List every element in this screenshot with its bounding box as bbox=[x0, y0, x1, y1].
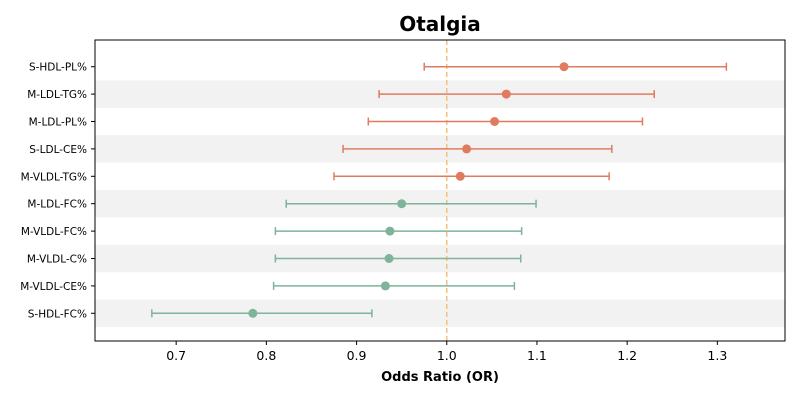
x-tick-label: 1.2 bbox=[617, 348, 637, 363]
y-tick-label: M-VLDL-FC% bbox=[21, 226, 87, 238]
x-tick-label: 1.1 bbox=[527, 348, 547, 363]
x-tick-label: 0.9 bbox=[347, 348, 367, 363]
x-tick-label: 1.3 bbox=[707, 348, 727, 363]
ci-bar bbox=[423, 62, 728, 71]
ci-bar bbox=[272, 281, 516, 290]
ci-bar bbox=[274, 227, 523, 236]
y-tick-label: M-VLDL-TG% bbox=[21, 171, 87, 183]
or-point bbox=[462, 144, 472, 154]
ci-bar bbox=[333, 172, 610, 181]
x-axis-label: Odds Ratio (OR) bbox=[381, 370, 499, 385]
ci-bar bbox=[378, 90, 655, 99]
or-point bbox=[559, 62, 569, 72]
y-tick-label: M-VLDL-C% bbox=[27, 254, 87, 266]
chart-title: Otalgia bbox=[399, 12, 481, 36]
y-tick-label: S-HDL-FC% bbox=[28, 308, 87, 320]
plot-frame bbox=[94, 39, 786, 342]
y-tick-label: M-LDL-TG% bbox=[27, 89, 87, 101]
x-tick-label: 1.0 bbox=[437, 348, 457, 363]
or-point bbox=[380, 281, 390, 291]
y-tick-label: M-LDL-FC% bbox=[27, 199, 87, 211]
or-point bbox=[248, 308, 258, 318]
confidence-intervals bbox=[151, 62, 728, 318]
ci-bar bbox=[274, 254, 522, 263]
or-point bbox=[501, 89, 511, 99]
or-point bbox=[490, 117, 500, 126]
x-tick-label: 0.8 bbox=[256, 348, 276, 363]
y-tick-label: S-LDL-CE% bbox=[29, 144, 87, 156]
y-tick-label: M-VLDL-CE% bbox=[20, 281, 87, 293]
or-point bbox=[384, 254, 394, 263]
x-tick-label: 0.7 bbox=[166, 348, 186, 363]
ci-bar bbox=[342, 144, 613, 153]
ci-bar bbox=[151, 309, 373, 318]
x-axis-ticks: 0.7 0.8 0.9 1.0 1.1 1.2 1.3 bbox=[166, 341, 727, 363]
ci-bar bbox=[285, 199, 537, 208]
ci-bar bbox=[367, 117, 644, 126]
or-point bbox=[397, 199, 407, 209]
or-point bbox=[455, 171, 465, 181]
or-point bbox=[385, 226, 395, 236]
y-axis-labels: S-HDL-PL% M-LDL-TG% M-LDL-PL% S-LDL-CE% M-VL… bbox=[20, 62, 95, 320]
odds-ratio-points bbox=[248, 62, 569, 318]
y-tick-label: M-LDL-PL% bbox=[29, 117, 87, 129]
y-tick-label: S-HDL-PL% bbox=[29, 62, 87, 74]
